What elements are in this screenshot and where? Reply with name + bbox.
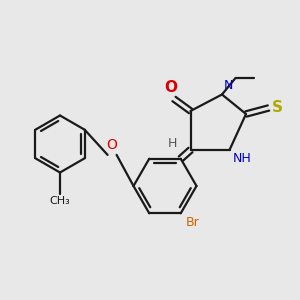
Text: O: O: [107, 139, 118, 152]
Text: NH: NH: [233, 152, 252, 165]
Text: N: N: [224, 79, 233, 92]
Text: CH₃: CH₃: [50, 196, 70, 206]
Text: O: O: [164, 80, 177, 95]
Text: S: S: [272, 100, 283, 116]
Text: Br: Br: [185, 216, 199, 229]
Text: H: H: [167, 137, 177, 150]
